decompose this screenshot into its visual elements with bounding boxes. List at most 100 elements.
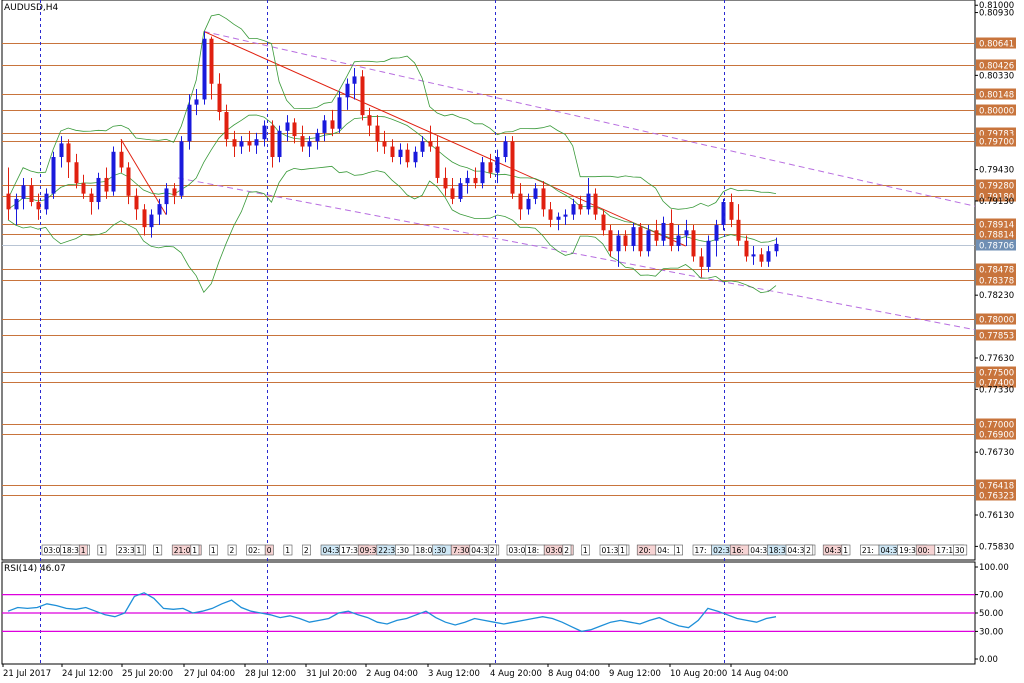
session-tag-box — [171, 544, 202, 556]
candle-body — [774, 243, 779, 252]
level-label-bg — [976, 127, 1016, 139]
trend-line — [203, 30, 686, 247]
bollinger-lower — [7, 165, 777, 294]
candle-body — [428, 141, 433, 147]
candle-body — [548, 209, 553, 220]
session-tag-box — [804, 544, 814, 556]
candle-body — [518, 193, 523, 210]
level-label-bg — [976, 263, 1016, 275]
session-tag: 04:30 — [471, 546, 493, 555]
candle-body — [315, 132, 320, 142]
session-tag-box — [581, 544, 590, 556]
level-label: 0.77500 — [979, 369, 1014, 379]
session-tag-box — [302, 544, 311, 556]
session-tag: 30 — [955, 546, 965, 555]
session-tag: 23:30 — [118, 546, 140, 555]
level-label-bg — [976, 228, 1016, 240]
level-label-bg — [976, 190, 1016, 202]
level-label-bg — [976, 479, 1016, 491]
session-tag: 03:00 — [509, 546, 531, 555]
session-tag: 22:30 — [378, 546, 400, 555]
price-tick-label: 0.80930 — [979, 9, 1014, 19]
session-tag-box — [116, 544, 146, 556]
session-tag: 01:35 — [602, 546, 624, 555]
candle-body — [134, 195, 139, 210]
candle-body — [744, 240, 749, 257]
level-label-bg — [976, 104, 1016, 116]
session-tag: 19:30 — [899, 546, 921, 555]
trend-line-small — [120, 138, 167, 215]
level-label-bg — [976, 218, 1016, 230]
candle-body — [661, 222, 666, 241]
session-tag: 1 — [843, 546, 848, 555]
session-tag: 1 — [583, 546, 588, 555]
candle-body — [277, 130, 282, 158]
time-tick-label: 2 Aug 04:00 — [366, 669, 418, 679]
level-label: 0.76900 — [979, 431, 1014, 441]
candle-body — [292, 122, 297, 137]
candle-body — [307, 141, 312, 147]
candle-body — [458, 183, 463, 199]
level-label: 0.76323 — [979, 492, 1014, 502]
session-tag: 21: — [862, 546, 874, 555]
candle-body — [691, 230, 696, 257]
candle-body — [586, 193, 591, 210]
price-tick-label: 0.76730 — [979, 448, 1014, 458]
candle-body — [714, 225, 719, 241]
channel-upper — [203, 30, 976, 207]
candle-body — [254, 139, 259, 146]
session-tag: 04: — [657, 546, 669, 555]
candle-body — [74, 162, 79, 184]
candle-body — [390, 146, 395, 158]
session-tag: 1 — [137, 546, 142, 555]
level-label-bg — [976, 376, 1016, 388]
session-tag: 1 — [155, 546, 160, 555]
candle-body — [593, 193, 598, 215]
level-label: 0.79180 — [979, 193, 1014, 203]
candle-body — [684, 230, 689, 236]
level-label: 0.78914 — [979, 221, 1014, 231]
candle-body — [81, 183, 86, 194]
candle-body — [751, 254, 756, 257]
candle-body — [367, 115, 372, 126]
session-tag: 18:30 — [62, 546, 84, 555]
candle-body — [601, 214, 606, 231]
candle-body — [510, 141, 515, 194]
time-tick-label: 3 Aug 12:00 — [428, 669, 480, 679]
price-tick-label: 0.81000 — [979, 1, 1014, 11]
time-tick-label: 10 Aug 20:00 — [670, 669, 727, 679]
session-tag: 02: — [248, 546, 260, 555]
session-tag: 1 — [676, 546, 681, 555]
level-label: 0.78478 — [979, 266, 1014, 276]
time-tick-label: 28 Jul 12:00 — [245, 669, 296, 679]
candle-body — [285, 122, 290, 131]
candle-body — [224, 112, 229, 140]
rsi-tick-label: 70.00 — [979, 591, 1003, 601]
candle-body — [352, 76, 357, 84]
level-label: 0.78814 — [979, 231, 1014, 241]
session-tag: 04:3 — [825, 546, 842, 555]
session-tag-box — [543, 544, 574, 556]
session-tag-box — [953, 544, 968, 556]
level-label-bg — [976, 329, 1016, 341]
price-tick-label: 0.77630 — [979, 354, 1014, 364]
candle-body — [247, 141, 252, 146]
candle-body — [526, 198, 531, 210]
candle-body — [21, 185, 26, 199]
candle-body — [405, 149, 410, 163]
candle-body — [270, 125, 275, 158]
session-tag-box — [264, 544, 274, 556]
session-tag: 17:30 — [341, 546, 363, 555]
candle-body — [104, 177, 109, 192]
level-label-bg — [976, 428, 1016, 440]
candle-body — [111, 151, 116, 192]
candle-body — [503, 141, 508, 158]
candle-body — [382, 141, 387, 147]
rsi-tick-label: 0.00 — [979, 655, 998, 665]
candle-body — [51, 157, 56, 194]
candle-body — [420, 141, 425, 152]
price-tick-label: 0.76130 — [979, 511, 1014, 521]
session-tag-box — [562, 544, 572, 556]
candle-body — [142, 209, 147, 228]
